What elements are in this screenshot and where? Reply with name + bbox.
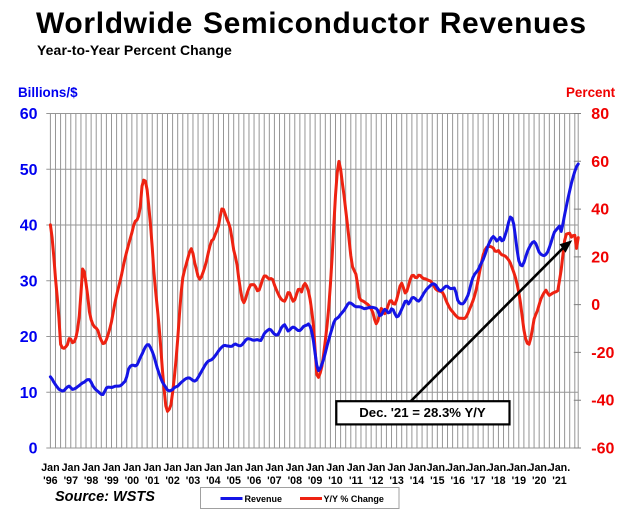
svg-text:50: 50 bbox=[20, 162, 38, 179]
svg-text:20: 20 bbox=[591, 249, 609, 266]
svg-text:'18: '18 bbox=[491, 475, 505, 487]
svg-text:Jan: Jan bbox=[286, 462, 304, 474]
svg-text:60: 60 bbox=[20, 106, 38, 123]
svg-text:40: 40 bbox=[20, 218, 38, 235]
svg-text:Jan: Jan bbox=[102, 462, 120, 474]
svg-text:'16: '16 bbox=[450, 475, 464, 487]
svg-text:'04: '04 bbox=[206, 475, 220, 487]
svg-text:10: 10 bbox=[20, 385, 38, 402]
svg-text:'19: '19 bbox=[512, 475, 526, 487]
svg-text:20: 20 bbox=[20, 329, 38, 346]
svg-text:Jan.: Jan. bbox=[488, 462, 509, 474]
svg-text:'11: '11 bbox=[349, 475, 363, 487]
svg-text:'17: '17 bbox=[471, 475, 485, 487]
svg-text:0: 0 bbox=[591, 297, 600, 314]
svg-text:Jan.: Jan. bbox=[549, 462, 570, 474]
svg-text:'14: '14 bbox=[410, 475, 424, 487]
svg-text:'09: '09 bbox=[308, 475, 322, 487]
svg-text:'21: '21 bbox=[552, 475, 566, 487]
svg-text:30: 30 bbox=[20, 273, 38, 290]
svg-text:Jan: Jan bbox=[163, 462, 181, 474]
svg-text:Jan: Jan bbox=[265, 462, 283, 474]
svg-text:-60: -60 bbox=[591, 441, 614, 458]
svg-text:Jan: Jan bbox=[41, 462, 59, 474]
svg-text:Jan: Jan bbox=[143, 462, 161, 474]
svg-text:'15: '15 bbox=[430, 475, 444, 487]
svg-text:'99: '99 bbox=[104, 475, 118, 487]
svg-text:'03: '03 bbox=[186, 475, 200, 487]
svg-text:Jan.: Jan. bbox=[529, 462, 550, 474]
svg-text:'05: '05 bbox=[226, 475, 240, 487]
svg-text:Y/Y % Change: Y/Y % Change bbox=[324, 494, 384, 504]
svg-text:Jan: Jan bbox=[306, 462, 324, 474]
svg-text:Jan.: Jan. bbox=[427, 462, 448, 474]
svg-text:80: 80 bbox=[591, 106, 609, 123]
svg-text:Jan: Jan bbox=[326, 462, 344, 474]
svg-text:Jan: Jan bbox=[245, 462, 263, 474]
svg-text:Revenue: Revenue bbox=[245, 494, 283, 504]
svg-text:'20: '20 bbox=[532, 475, 546, 487]
svg-text:Jan: Jan bbox=[184, 462, 202, 474]
svg-text:60: 60 bbox=[591, 154, 609, 171]
svg-text:Jan: Jan bbox=[367, 462, 385, 474]
svg-text:'13: '13 bbox=[389, 475, 403, 487]
svg-text:Dec. '21 = 28.3% Y/Y: Dec. '21 = 28.3% Y/Y bbox=[359, 405, 486, 420]
svg-text:Jan: Jan bbox=[347, 462, 365, 474]
svg-text:'10: '10 bbox=[328, 475, 342, 487]
svg-text:0: 0 bbox=[29, 441, 38, 458]
svg-text:Jan.: Jan. bbox=[447, 462, 468, 474]
svg-text:Jan.: Jan. bbox=[508, 462, 529, 474]
svg-text:-20: -20 bbox=[591, 345, 614, 362]
svg-text:'96: '96 bbox=[43, 475, 57, 487]
svg-text:Jan: Jan bbox=[408, 462, 426, 474]
svg-text:Jan: Jan bbox=[224, 462, 242, 474]
svg-text:'01: '01 bbox=[145, 475, 159, 487]
svg-text:Jan: Jan bbox=[204, 462, 222, 474]
svg-text:'02: '02 bbox=[165, 475, 179, 487]
svg-text:Jan.: Jan. bbox=[467, 462, 488, 474]
svg-text:'12: '12 bbox=[369, 475, 383, 487]
svg-text:'97: '97 bbox=[64, 475, 78, 487]
svg-text:'07: '07 bbox=[267, 475, 281, 487]
svg-text:'98: '98 bbox=[84, 475, 98, 487]
svg-text:40: 40 bbox=[591, 202, 609, 219]
svg-text:'06: '06 bbox=[247, 475, 261, 487]
svg-text:-40: -40 bbox=[591, 393, 614, 410]
svg-text:'08: '08 bbox=[288, 475, 302, 487]
svg-text:Jan: Jan bbox=[387, 462, 405, 474]
svg-text:Jan: Jan bbox=[123, 462, 141, 474]
svg-text:Jan: Jan bbox=[62, 462, 80, 474]
svg-text:'00: '00 bbox=[125, 475, 139, 487]
svg-text:Jan: Jan bbox=[82, 462, 100, 474]
